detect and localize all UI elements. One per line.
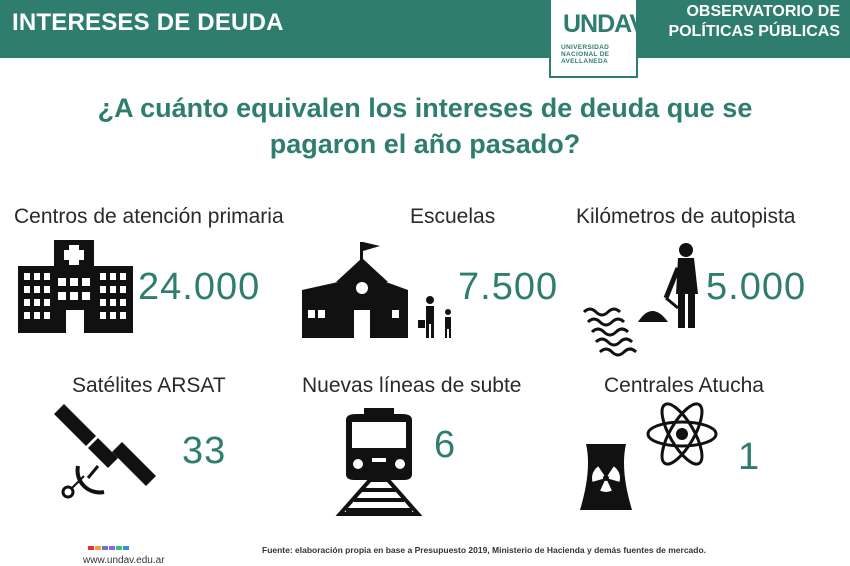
question-line1: ¿A cuánto equivalen los intereses de deu… <box>97 93 753 123</box>
observatorio-label: OBSERVATORIO DE POLÍTICAS PÚBLICAS <box>668 2 840 42</box>
label-atucha: Centrales Atucha <box>604 374 764 397</box>
observatorio-line2: POLÍTICAS PÚBLICAS <box>668 23 840 40</box>
value-atucha: 1 <box>738 436 761 478</box>
brand-dot <box>102 546 108 550</box>
undav-logo: UNDAV UNIVERSIDAD NACIONAL DE AVELLANEDA <box>549 0 646 78</box>
source-note: Fuente: elaboración propia en base a Pre… <box>262 545 707 555</box>
satellite-icon <box>54 404 156 499</box>
main-question: ¿A cuánto equivalen los intereses de deu… <box>0 90 850 162</box>
value-autopista: 5.000 <box>706 266 807 308</box>
brand-color-dots <box>88 546 129 550</box>
label-satelites: Satélites ARSAT <box>72 374 226 397</box>
brand-dot <box>95 546 101 550</box>
label-autopista: Kilómetros de autopista <box>576 205 796 228</box>
question-line2: pagaron el año pasado? <box>269 129 581 159</box>
observatorio-line1: OBSERVATORIO DE <box>686 3 840 20</box>
train-icon <box>335 408 423 516</box>
value-subte: 6 <box>434 424 457 466</box>
hospital-icon <box>18 240 133 333</box>
brand-dot <box>116 546 122 550</box>
value-escuelas: 7.500 <box>458 266 559 308</box>
brand-dot <box>109 546 115 550</box>
label-centros: Centros de atención primaria <box>14 205 284 228</box>
nuclear-plant-icon <box>580 402 718 510</box>
header-bar: INTERESES DE DEUDA OBSERVATORIO DE POLÍT… <box>0 0 850 58</box>
brand-dot <box>88 546 94 550</box>
footer-url[interactable]: www.undav.edu.ar <box>83 555 165 566</box>
label-escuelas: Escuelas <box>410 205 496 228</box>
road-worker-icon <box>582 243 698 357</box>
label-subte: Nuevas líneas de subte <box>302 374 522 397</box>
value-satelites: 33 <box>182 430 227 472</box>
school-icon <box>302 242 451 338</box>
logo-subtitle: UNIVERSIDAD NACIONAL DE AVELLANEDA <box>561 44 610 65</box>
logo-mark: UNDAV <box>563 10 646 38</box>
header-title: INTERESES DE DEUDA <box>12 9 284 36</box>
brand-dot <box>123 546 129 550</box>
value-centros: 24.000 <box>138 266 261 308</box>
